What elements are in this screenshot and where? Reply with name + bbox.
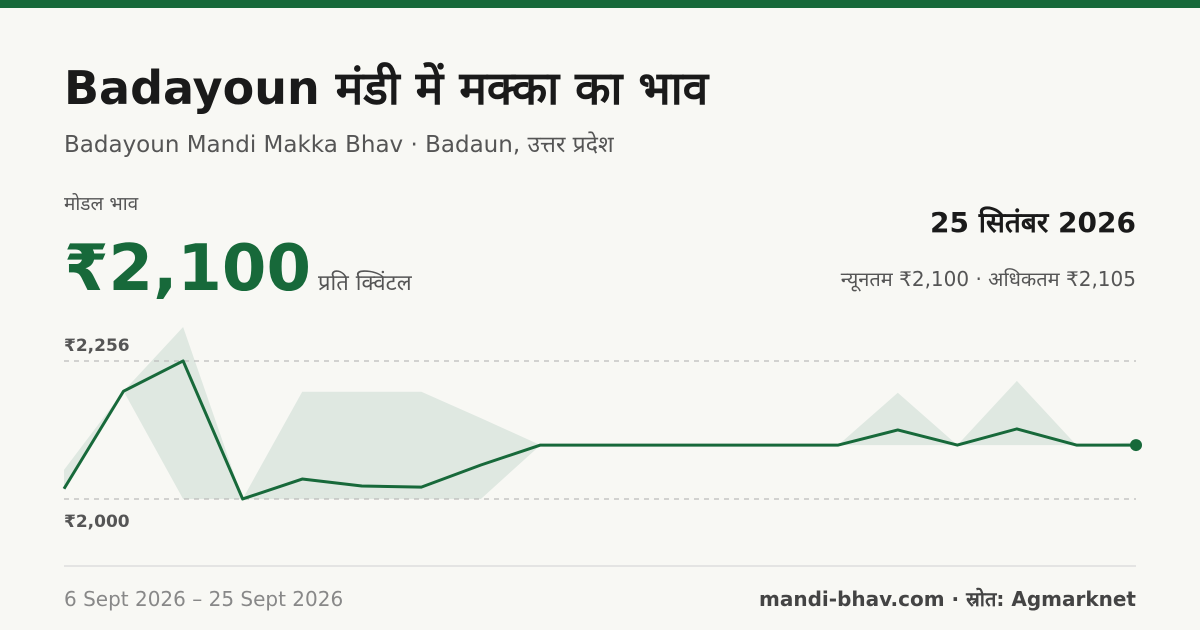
price-date: 25 सितंबर 2026 bbox=[930, 206, 1136, 239]
top-bar bbox=[0, 0, 1200, 8]
source: mandi-bhav.com · स्रोत: Agmarknet bbox=[759, 587, 1136, 611]
last-point bbox=[1130, 439, 1142, 452]
price-line bbox=[62, 359, 1136, 501]
price-value: ₹2,100 bbox=[64, 232, 311, 306]
period: 6 Sept 2026 – 25 Sept 2026 bbox=[64, 587, 343, 611]
y-tick-label: ₹2,256 bbox=[64, 336, 130, 356]
y-tick-label: ₹2,000 bbox=[64, 512, 130, 532]
price-label: मोडल भाव bbox=[64, 192, 139, 215]
title: Badayoun मंडी में मक्का का भाव bbox=[64, 61, 710, 115]
price-unit: प्रति क्विंटल bbox=[318, 270, 413, 296]
price-range: न्यूनतम ₹2,100 · अधिकतम ₹2,105 bbox=[841, 267, 1136, 292]
subtitle: Badayoun Mandi Makka Bhav · Badaun, उत्त… bbox=[64, 131, 614, 158]
range-band bbox=[64, 327, 1136, 499]
